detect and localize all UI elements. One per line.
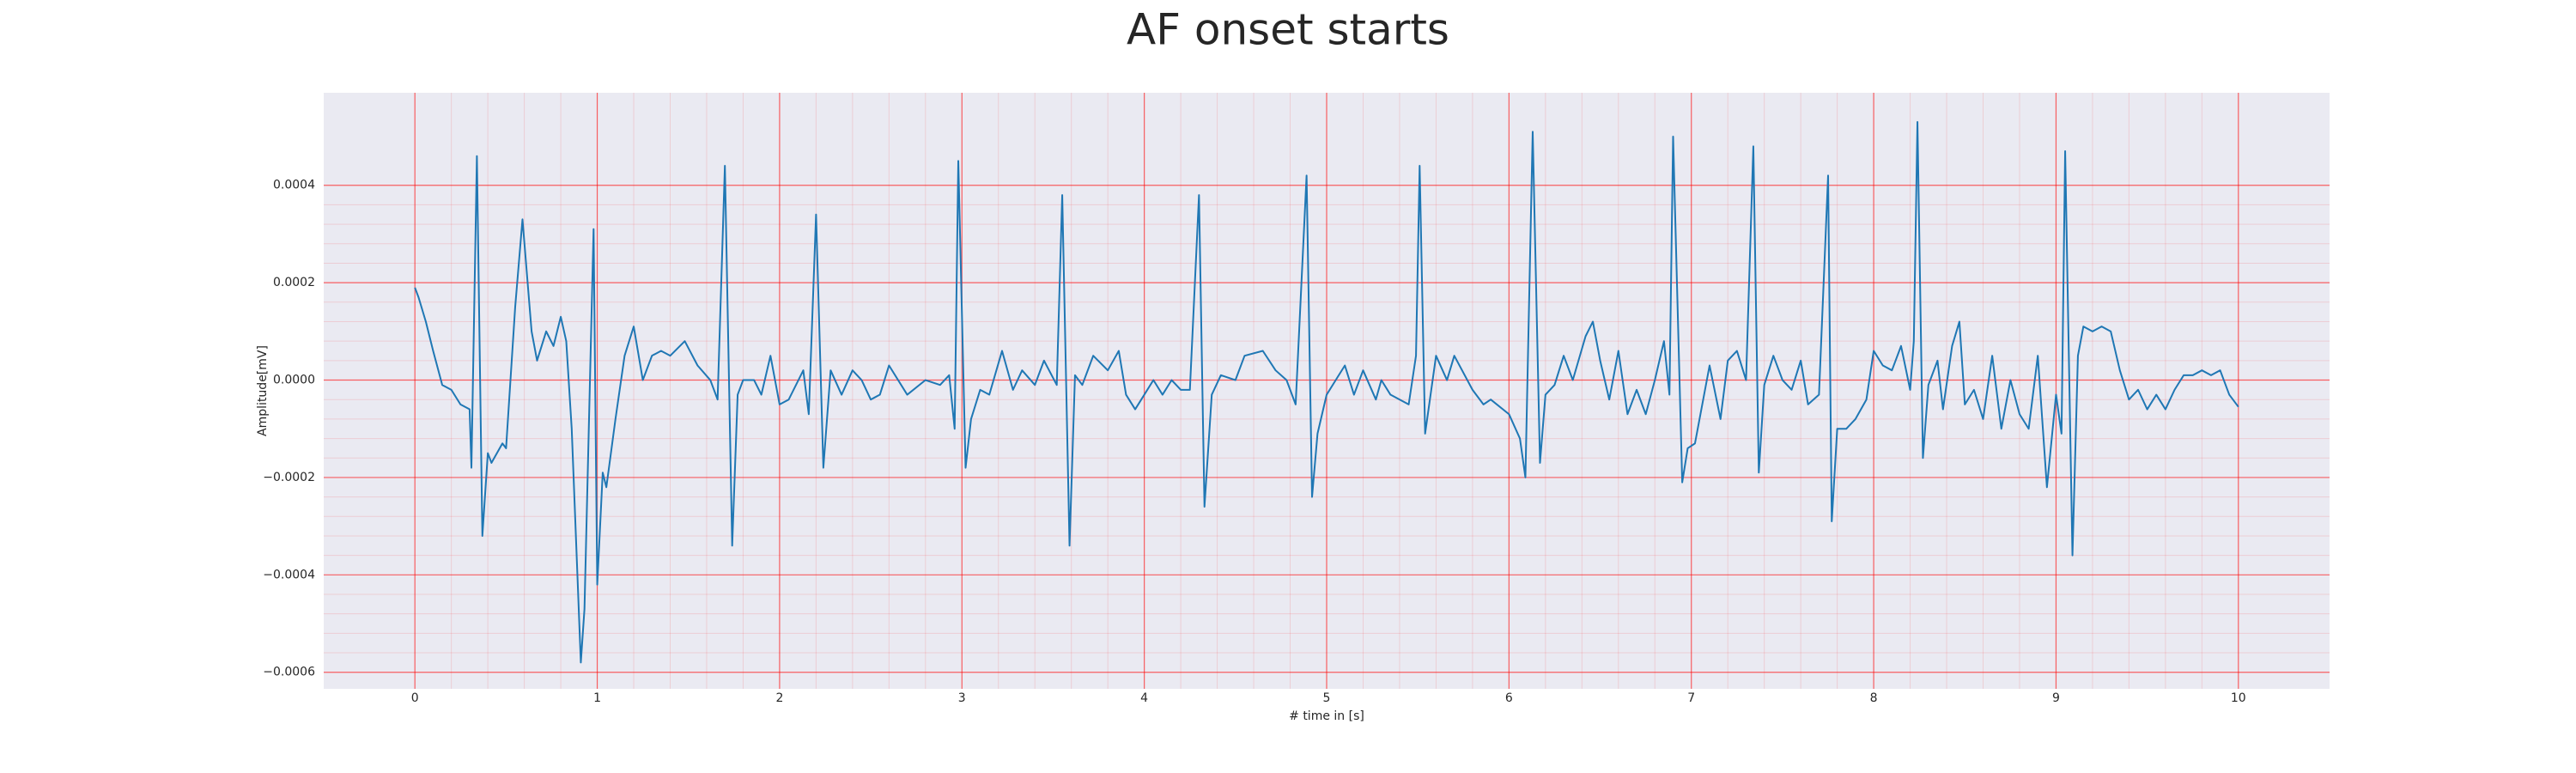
x-tick-label: 1 (593, 691, 601, 705)
x-tick-label: 4 (1140, 691, 1148, 705)
y-axis-label: Amplitude[mV] (256, 345, 270, 436)
y-tick-label: −0.0002 (263, 471, 315, 484)
x-tick-label: 7 (1687, 691, 1695, 705)
x-tick-label: 2 (775, 691, 783, 705)
y-tick-label: 0.0000 (273, 374, 315, 387)
x-tick-label: 0 (411, 691, 419, 705)
y-tick-label: −0.0004 (263, 568, 315, 581)
x-tick-label: 3 (958, 691, 966, 705)
x-tick-label: 6 (1505, 691, 1513, 705)
y-tick-label: −0.0006 (263, 666, 315, 679)
x-tick-label: 5 (1323, 691, 1331, 705)
x-tick-label: 9 (2052, 691, 2060, 705)
x-tick-label: 8 (1870, 691, 1878, 705)
y-tick-label: 0.0004 (273, 179, 315, 192)
y-tick-label: 0.0002 (273, 276, 315, 289)
x-tick-label: 10 (2231, 691, 2246, 705)
chart-title: AF onset starts (1127, 5, 1449, 55)
ecg-line (414, 121, 2239, 664)
x-axis-label: # time in [s] (1289, 709, 1364, 723)
